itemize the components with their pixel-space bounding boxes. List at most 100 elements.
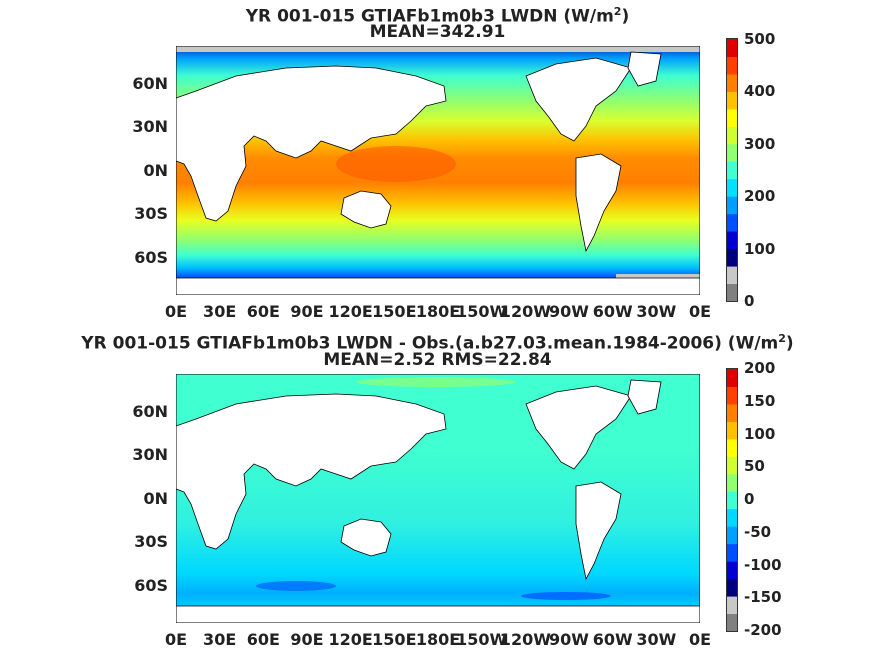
panel1-colorbar-segment-14 xyxy=(727,39,737,57)
panel2-colorbar-segment-9 xyxy=(727,456,737,475)
panel1-colorbar-tick-1: 400 xyxy=(744,82,776,101)
lwdn-map xyxy=(176,46,700,295)
panel2-colorbar-segment-4 xyxy=(727,543,737,562)
panel1-colorbar xyxy=(726,38,738,302)
panel1-colorbar-segment-8 xyxy=(727,143,737,162)
panel1-colorbar-tick-3: 200 xyxy=(744,187,776,206)
panel2-subtitle: MEAN=2.52 RMS=22.84 xyxy=(323,350,552,370)
land-masses-2 xyxy=(176,379,700,623)
panel1-lat-60n: 60N xyxy=(132,74,168,93)
panel1-colorbar-segment-0 xyxy=(727,283,737,302)
panel1-colorbar-segment-6 xyxy=(727,178,737,197)
panel2-colorbar-segment-7 xyxy=(727,491,737,510)
panel2-colorbar-tick-5: -50 xyxy=(744,522,772,541)
panel2-lon-tick-5: 150E xyxy=(372,630,417,649)
panel2-colorbar-segment-12 xyxy=(727,403,737,422)
panel1-lat-60s: 60S xyxy=(134,248,168,267)
panel2-lon-tick-12: 0E xyxy=(688,630,712,649)
panel1-lon-tick-7: 150W xyxy=(456,302,508,321)
panel2-title: YR 001-015 GTIAFb1m0b3 LWDN - Obs.(a.b27… xyxy=(81,332,794,354)
arctic-ice xyxy=(176,46,700,52)
panel1-lon-tick-8: 120W xyxy=(499,302,551,321)
panel2-lat-30n: 30N xyxy=(132,445,168,464)
panel1-lon-tick-3: 90E xyxy=(290,302,324,321)
panel1-lon-tick-12: 0E xyxy=(688,302,712,321)
panel2-lon-tick-4: 120E xyxy=(328,630,373,649)
panel2-lat-60s: 60S xyxy=(134,576,168,595)
panel1-colorbar-segment-13 xyxy=(727,56,737,75)
panel1-colorbar-segment-4 xyxy=(727,213,737,232)
panel1-lat-30s: 30S xyxy=(134,204,168,223)
panel1-lat-0n: 0N xyxy=(143,161,168,180)
panel2-colorbar-segment-14 xyxy=(727,369,737,387)
panel1-lon-tick-11: 30W xyxy=(636,302,677,321)
panel1-lon-tick-10: 60W xyxy=(592,302,633,321)
bias-negative-patch-2 xyxy=(521,592,611,600)
panel2-lon-tick-0: 0E xyxy=(164,630,188,649)
panel2-colorbar-segment-2 xyxy=(727,578,737,597)
panel1-colorbar-segment-10 xyxy=(727,108,737,127)
panel2-lon-tick-8: 120W xyxy=(499,630,551,649)
panel1-lon-tick-0: 0E xyxy=(164,302,188,321)
panel2-colorbar-segment-6 xyxy=(727,508,737,527)
panel2-colorbar-tick-7: -150 xyxy=(744,588,782,607)
panel1-colorbar-tick-2: 300 xyxy=(744,134,776,153)
warm-pool xyxy=(336,146,456,182)
panel2-colorbar-segment-3 xyxy=(727,561,737,580)
panel2-lon-tick-11: 30W xyxy=(636,630,677,649)
panel2-lon-tick-7: 150W xyxy=(456,630,508,649)
panel1-lon-tick-5: 150E xyxy=(372,302,417,321)
panel1-lat-30n: 30N xyxy=(132,117,168,136)
panel1-lon-tick-4: 120E xyxy=(328,302,373,321)
panel2-colorbar-tick-0: 200 xyxy=(744,359,776,377)
panel1-lon-tick-9: 90W xyxy=(549,302,589,321)
panel2-colorbar-tick-4: 0 xyxy=(744,490,755,508)
panel2-map xyxy=(176,374,700,623)
bias-positive-patch xyxy=(356,377,516,387)
panel1-colorbar-tick-5: 0 xyxy=(744,292,755,310)
panel1-colorbar-segment-2 xyxy=(727,248,737,267)
panel1-lon-tick-2: 60E xyxy=(246,302,280,321)
panel1-colorbar-segment-9 xyxy=(727,126,737,145)
panel2-lat-0n: 0N xyxy=(143,489,168,508)
panel2-colorbar-segment-10 xyxy=(727,438,737,457)
panel1-colorbar-segment-7 xyxy=(727,161,737,180)
panel1-lon-tick-6: 180E xyxy=(415,302,461,321)
panel1-colorbar-segment-11 xyxy=(727,91,737,110)
panel2-colorbar-tick-8: -200 xyxy=(744,621,782,639)
lwdn-bias-map xyxy=(176,374,700,623)
panel2-colorbar-segment-0 xyxy=(727,613,737,632)
panel2-lon-tick-2: 60E xyxy=(246,630,280,649)
panel2-lon-tick-6: 180E xyxy=(415,630,461,649)
panel1-colorbar-tick-4: 100 xyxy=(744,239,776,258)
panel2-colorbar-segment-1 xyxy=(727,596,737,615)
panel2-colorbar-segment-8 xyxy=(727,473,737,492)
panel2-colorbar-scale xyxy=(727,369,737,632)
panel1-lon-tick-1: 30E xyxy=(203,302,237,321)
panel2-lat-60n: 60N xyxy=(132,402,168,421)
panel2-lon-tick-10: 60W xyxy=(592,630,633,649)
panel1-colorbar-scale xyxy=(727,39,737,302)
panel2-lat-30s: 30S xyxy=(134,532,168,551)
panel2-lon-tick-9: 90W xyxy=(549,630,589,649)
panel1-colorbar-segment-12 xyxy=(727,73,737,92)
panel1-colorbar-segment-3 xyxy=(727,231,737,250)
panel1-subtitle: MEAN=342.91 xyxy=(369,22,506,42)
panel2-colorbar-tick-1: 150 xyxy=(744,391,776,410)
panel2-lon-tick-1: 30E xyxy=(203,630,237,649)
panel1-map xyxy=(176,46,700,295)
panel1-colorbar-segment-5 xyxy=(727,196,737,215)
panel1-colorbar-segment-1 xyxy=(727,266,737,285)
panel2-lon-tick-3: 90E xyxy=(290,630,324,649)
panel2-colorbar xyxy=(726,368,738,632)
panel2-colorbar-tick-3: 50 xyxy=(744,457,765,476)
panel2-colorbar-segment-13 xyxy=(727,386,737,405)
bias-negative-patch-1 xyxy=(256,581,336,591)
panel2-colorbar-tick-6: -100 xyxy=(744,555,782,574)
panel2-colorbar-tick-2: 100 xyxy=(744,424,776,443)
panel2-colorbar-segment-11 xyxy=(727,421,737,440)
panel1-title: YR 001-015 GTIAFb1m0b3 LWDN (W/m2) xyxy=(245,5,630,27)
panel2-colorbar-segment-5 xyxy=(727,526,737,545)
panel1-colorbar-tick-0: 500 xyxy=(744,30,776,48)
land-masses xyxy=(176,51,700,295)
